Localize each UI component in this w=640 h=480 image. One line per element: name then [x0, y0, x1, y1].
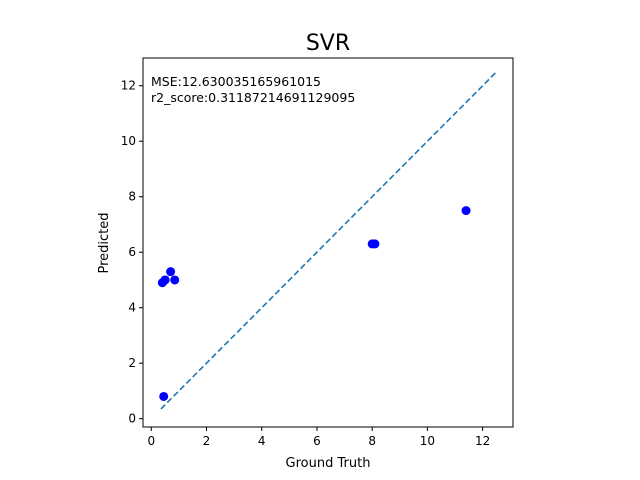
x-tick-label: 4	[258, 434, 266, 448]
y-tick-label: 6	[128, 245, 136, 259]
plot-area	[157, 71, 497, 410]
y-tick-label: 12	[121, 79, 136, 93]
x-tick-label: 12	[475, 434, 490, 448]
plot-frame	[142, 57, 514, 428]
data-point	[160, 275, 170, 285]
data-point	[170, 275, 180, 285]
data-point	[166, 267, 176, 277]
data-point	[370, 239, 380, 249]
y-tick-label: 2	[128, 356, 136, 370]
reference-line	[160, 71, 497, 410]
x-tick-label: 10	[420, 434, 435, 448]
x-tick-label: 0	[147, 434, 155, 448]
data-point	[461, 206, 471, 216]
axis-ticks: 0 2 4 6 8 10 12 0 2 4 6 8 10 12	[121, 79, 491, 448]
y-tick-label: 8	[128, 190, 136, 204]
mse-annotation: MSE:12.630035165961015	[151, 74, 321, 89]
x-axis-label: Ground Truth	[286, 456, 371, 471]
r2-score-annotation: r2_score:0.31187214691129095	[151, 90, 355, 105]
y-tick-label: 10	[121, 134, 136, 148]
x-tick-label: 6	[313, 434, 321, 448]
y-axis-label: Predicted	[97, 212, 112, 273]
y-tick-label: 4	[128, 301, 136, 315]
chart-title: SVR	[306, 31, 350, 56]
x-tick-label: 2	[203, 434, 211, 448]
x-tick-label: 8	[368, 434, 376, 448]
y-tick-label: 0	[128, 412, 136, 426]
data-point	[159, 391, 169, 401]
